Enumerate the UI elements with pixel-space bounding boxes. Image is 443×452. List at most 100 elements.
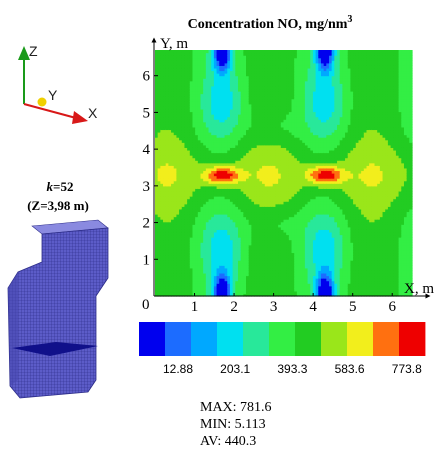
contour-cell: [184, 52, 188, 56]
contour-cell: [208, 85, 212, 90]
contour-cell: [259, 190, 263, 195]
contour-cell: [278, 116, 282, 120]
contour-cell: [216, 178, 220, 182]
contour-cell: [168, 173, 172, 177]
contour-cell: [235, 270, 239, 274]
contour-cell: [264, 62, 269, 66]
contour-cell: [195, 262, 199, 266]
contour-cell: [189, 275, 194, 279]
contour-cell: [278, 62, 282, 66]
contour-cell: [251, 108, 255, 113]
contour-cell: [232, 244, 236, 248]
contour-cell: [176, 242, 180, 246]
contour-cell: [160, 260, 164, 264]
contour-cell: [157, 237, 161, 241]
contour-cell: [189, 162, 194, 166]
contour-cell: [189, 132, 194, 136]
contour-cell: [187, 139, 191, 143]
contour-cell: [283, 132, 287, 136]
contour-cell: [171, 198, 175, 202]
contour-cell: [155, 183, 159, 187]
contour-cell: [184, 206, 188, 210]
contour-cell: [232, 124, 236, 128]
contour-cell: [272, 162, 277, 166]
contour-cell: [208, 91, 212, 95]
contour-cell: [264, 211, 269, 215]
contour-cell: [243, 293, 247, 297]
contour-cell: [157, 62, 161, 66]
contour-cell: [187, 134, 191, 138]
contour-cell: [235, 185, 239, 189]
contour-cell: [275, 198, 279, 202]
contour-cell: [200, 67, 204, 72]
contour-cell: [291, 134, 295, 138]
contour-cell: [211, 80, 215, 84]
contour-cell: [163, 162, 167, 166]
contour-cell: [200, 180, 204, 184]
contour-cell: [235, 211, 239, 215]
contour-cell: [165, 219, 169, 223]
slice-k-label: k=52: [47, 179, 74, 194]
contour-cell: [232, 260, 236, 264]
contour-cell: [224, 126, 228, 131]
contour-cell: [221, 252, 226, 256]
contour-cell: [184, 288, 188, 292]
contour-cell: [165, 78, 169, 82]
contour-cell: [219, 293, 223, 297]
contour-cell: [251, 267, 255, 271]
contour-cell: [267, 73, 271, 77]
contour-cell: [208, 211, 212, 215]
contour-cell: [235, 83, 239, 87]
contour-cell: [264, 126, 269, 131]
contour-cell: [237, 270, 242, 274]
contour-cell: [219, 221, 223, 225]
contour-cell: [224, 239, 228, 243]
contour-cell: [173, 62, 178, 66]
contour-cell: [278, 214, 282, 218]
contour-cell: [264, 260, 269, 264]
contour-cell: [227, 147, 231, 151]
contour-cell: [280, 88, 285, 92]
contour-cell: [184, 78, 188, 82]
contour-cell: [229, 78, 234, 82]
contour-cell: [221, 114, 226, 118]
contour-cell: [259, 283, 263, 287]
contour-cell: [224, 290, 228, 295]
contour-cell: [243, 52, 247, 56]
contour-cell: [208, 224, 212, 228]
contour-cell: [208, 137, 212, 141]
contour-cell: [283, 255, 287, 259]
contour-cell: [256, 88, 261, 92]
contour-cell: [181, 208, 186, 213]
contour-cell: [270, 101, 274, 105]
contour-cell: [181, 88, 186, 92]
contour-cell: [243, 124, 247, 128]
contour-cell: [254, 106, 258, 110]
contour-cell: [227, 252, 231, 256]
contour-cell: [256, 224, 261, 228]
contour-cell: [272, 231, 277, 236]
contour-cell: [246, 193, 250, 197]
contour-cell: [195, 70, 199, 74]
contour-cell: [200, 283, 204, 287]
contour-cell: [179, 83, 183, 87]
contour-cell: [192, 272, 196, 277]
contour-cell: [291, 75, 295, 79]
contour-cell: [179, 257, 183, 261]
contour-cell: [203, 173, 207, 177]
contour-cell: [254, 180, 258, 184]
contour-cell: [219, 162, 223, 166]
contour-cell: [224, 155, 228, 159]
contour-cell: [184, 91, 188, 95]
contour-cell: [187, 201, 191, 205]
contour-cell: [251, 188, 255, 192]
contour-cell: [270, 188, 274, 192]
contour-cell: [224, 52, 228, 56]
contour-cell: [254, 155, 258, 159]
contour-cell: [187, 203, 191, 207]
contour-cell: [278, 216, 282, 220]
contour-cell: [286, 142, 290, 146]
contour-cell: [181, 249, 186, 254]
contour-cell: [286, 55, 290, 59]
contour-cell: [262, 91, 266, 95]
